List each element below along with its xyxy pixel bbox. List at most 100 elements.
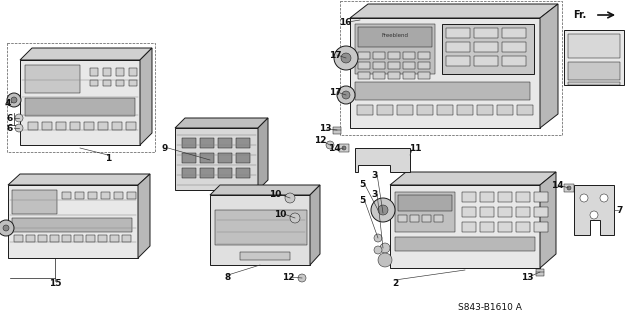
Bar: [397, 105, 413, 115]
Polygon shape: [20, 60, 140, 145]
Bar: [418, 52, 430, 59]
Circle shape: [342, 91, 350, 99]
Circle shape: [374, 234, 382, 242]
Bar: [395, 192, 455, 232]
Text: 14: 14: [328, 143, 340, 153]
Bar: [98, 235, 107, 242]
Bar: [516, 192, 530, 202]
Bar: [26, 235, 35, 242]
Text: 13: 13: [521, 274, 533, 283]
Bar: [122, 235, 131, 242]
Text: 5: 5: [359, 196, 365, 204]
Bar: [534, 222, 548, 232]
Bar: [200, 153, 214, 163]
Bar: [395, 237, 535, 251]
Bar: [516, 222, 530, 232]
Bar: [14, 235, 23, 242]
Text: 15: 15: [49, 278, 62, 287]
Text: 2: 2: [392, 278, 398, 287]
Text: 1: 1: [105, 154, 111, 163]
Bar: [480, 222, 494, 232]
Text: 3: 3: [372, 171, 378, 180]
Bar: [28, 122, 38, 130]
Polygon shape: [350, 18, 540, 128]
Polygon shape: [574, 185, 614, 235]
Bar: [114, 192, 123, 199]
Bar: [568, 62, 620, 80]
Bar: [98, 122, 108, 130]
Bar: [474, 56, 498, 66]
Polygon shape: [210, 195, 310, 265]
Polygon shape: [390, 185, 540, 268]
Text: 3: 3: [372, 189, 378, 198]
Bar: [377, 105, 393, 115]
Bar: [218, 138, 232, 148]
Polygon shape: [540, 172, 556, 268]
Bar: [75, 192, 84, 199]
Bar: [417, 105, 433, 115]
Bar: [403, 62, 415, 69]
Polygon shape: [355, 148, 410, 172]
Polygon shape: [140, 48, 152, 145]
Bar: [568, 34, 620, 58]
Text: 10: 10: [269, 189, 281, 198]
Text: Fr.: Fr.: [573, 10, 587, 20]
Bar: [110, 235, 119, 242]
Bar: [333, 127, 341, 134]
Bar: [564, 30, 624, 85]
Bar: [86, 235, 95, 242]
Text: 9: 9: [162, 143, 168, 153]
Bar: [236, 168, 250, 178]
Circle shape: [298, 274, 306, 282]
Circle shape: [0, 220, 14, 236]
Bar: [434, 215, 443, 222]
Bar: [116, 80, 124, 86]
Bar: [498, 207, 512, 217]
Bar: [534, 192, 548, 202]
Polygon shape: [138, 174, 150, 258]
Bar: [50, 235, 59, 242]
Bar: [388, 72, 400, 79]
Circle shape: [378, 205, 388, 215]
Polygon shape: [20, 48, 152, 60]
Text: 7: 7: [617, 205, 623, 214]
Bar: [12, 190, 57, 214]
Bar: [218, 153, 232, 163]
Polygon shape: [175, 118, 268, 128]
Bar: [534, 207, 548, 217]
Bar: [418, 72, 430, 79]
Bar: [200, 168, 214, 178]
Polygon shape: [175, 128, 258, 190]
Circle shape: [15, 114, 23, 122]
Bar: [62, 235, 71, 242]
Bar: [388, 62, 400, 69]
Bar: [103, 68, 111, 76]
Bar: [355, 82, 530, 100]
Polygon shape: [8, 185, 138, 258]
Bar: [88, 192, 97, 199]
Circle shape: [371, 198, 395, 222]
Polygon shape: [310, 185, 320, 265]
Bar: [56, 122, 66, 130]
Text: 8: 8: [225, 274, 231, 283]
Circle shape: [590, 211, 598, 219]
Bar: [403, 52, 415, 59]
Bar: [236, 153, 250, 163]
Circle shape: [326, 141, 334, 149]
Circle shape: [380, 243, 390, 253]
Circle shape: [11, 97, 17, 103]
Bar: [403, 72, 415, 79]
Bar: [127, 192, 136, 199]
Text: 14: 14: [551, 180, 563, 189]
Bar: [182, 138, 196, 148]
Bar: [502, 56, 526, 66]
Polygon shape: [210, 185, 320, 195]
Bar: [12, 218, 132, 232]
Bar: [564, 184, 574, 192]
Bar: [90, 68, 98, 76]
Text: 6: 6: [7, 114, 13, 123]
Bar: [422, 215, 431, 222]
Bar: [480, 207, 494, 217]
Text: 12: 12: [282, 274, 295, 283]
Circle shape: [334, 46, 358, 70]
